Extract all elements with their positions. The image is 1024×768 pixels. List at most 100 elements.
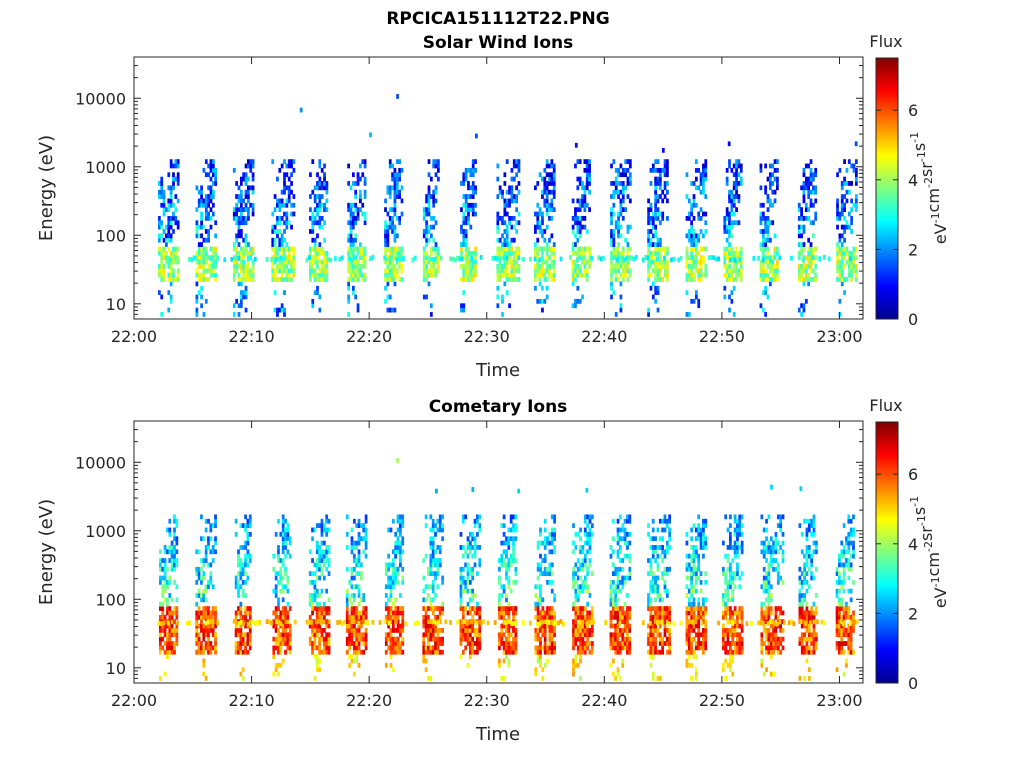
heatmap-cell (761, 233, 765, 239)
heatmap-cell (176, 259, 180, 265)
heatmap-cell (814, 185, 818, 191)
heatmap-cell (389, 610, 393, 616)
heatmap-cell (395, 194, 399, 199)
heatmap-cell (654, 272, 658, 278)
heatmap-cell (211, 268, 215, 274)
heatmap-cell (462, 290, 466, 295)
heatmap-cell (292, 259, 296, 265)
heatmap-cell (352, 645, 356, 651)
heatmap-cell (651, 641, 655, 646)
heatmap-cell (173, 527, 176, 533)
heatmap-cell (237, 641, 240, 646)
heatmap-cell (581, 623, 585, 629)
heatmap-cell (214, 172, 218, 178)
heatmap-cell (200, 514, 203, 520)
heatmap-cell (507, 527, 511, 533)
heatmap-cell (768, 202, 772, 208)
heatmap-cell (668, 531, 672, 537)
heatmap-cell (610, 285, 613, 291)
heatmap-cell (313, 185, 317, 191)
heatmap-cell (614, 601, 618, 607)
heatmap-cell (646, 255, 650, 261)
heatmap-cell (656, 632, 660, 638)
heatmap-cell (599, 256, 603, 262)
heatmap-cell (614, 220, 618, 226)
heatmap-cell (818, 256, 822, 262)
heatmap-cell (391, 566, 395, 572)
heatmap-cell (364, 628, 368, 633)
heatmap-cell (661, 649, 664, 655)
heatmap-cell (308, 579, 312, 585)
heatmap-cell (694, 176, 698, 182)
heatmap-cell (807, 163, 811, 169)
heatmap-cell (318, 566, 321, 572)
heatmap-cell (517, 268, 521, 274)
heatmap-cell (768, 198, 772, 204)
heatmap-cell (666, 163, 669, 169)
heatmap-cell (614, 264, 618, 269)
heatmap-cell (166, 606, 169, 611)
heatmap-cell (429, 553, 433, 559)
heatmap-cell (654, 606, 657, 611)
heatmap-cell (473, 593, 477, 598)
heatmap-cell (574, 571, 578, 577)
heatmap-cell (723, 264, 727, 269)
heatmap-cell (663, 272, 667, 278)
heatmap-cell (474, 264, 477, 269)
heatmap-cell (386, 277, 390, 282)
heatmap-cell (434, 523, 437, 528)
heatmap-cell (172, 202, 175, 208)
heatmap-cell (725, 272, 729, 278)
heatmap-cell (169, 220, 173, 226)
heatmap-cell (614, 312, 618, 317)
heatmap-cell (725, 181, 729, 186)
heatmap-cell (543, 268, 547, 274)
heatmap-cell (200, 272, 203, 278)
heatmap-cell (628, 575, 632, 581)
heatmap-cell (543, 527, 547, 533)
heatmap-cell (800, 224, 803, 230)
heatmap-cell (204, 549, 208, 555)
heatmap-cell (732, 163, 736, 169)
heatmap-cell (545, 181, 549, 186)
heatmap-cell (491, 256, 495, 261)
heatmap-cell (197, 575, 201, 581)
heatmap-cell (571, 215, 575, 221)
heatmap-cell (572, 641, 575, 646)
heatmap-cell (543, 540, 547, 546)
heatmap-cell (619, 514, 622, 520)
heatmap-cell (510, 194, 514, 199)
heatmap-cell (658, 623, 662, 629)
heatmap-cell (843, 181, 846, 186)
heatmap-cell (771, 172, 775, 178)
heatmap-cell (211, 272, 215, 278)
heatmap-cell (401, 641, 405, 646)
heatmap-cell (244, 189, 248, 195)
heatmap-cell (424, 658, 428, 664)
heatmap-cell (271, 268, 275, 274)
heatmap-cell (649, 250, 653, 256)
heatmap-cell (251, 264, 255, 269)
heatmap-cell (654, 233, 658, 239)
heatmap-cell (425, 233, 429, 239)
heatmap-cell (843, 194, 846, 199)
heatmap-cell (739, 250, 743, 256)
heatmap-cell (574, 610, 578, 616)
heatmap-cell (502, 558, 506, 563)
heatmap-cell (436, 614, 440, 620)
heatmap-cell (690, 233, 694, 239)
heatmap-cell (512, 163, 516, 169)
heatmap-cell (209, 571, 213, 577)
heatmap-cell (318, 194, 322, 199)
heatmap-cell (850, 264, 854, 269)
heatmap-cell (437, 163, 440, 169)
heatmap-cell (351, 246, 355, 252)
heatmap-cell (354, 233, 358, 239)
heatmap-cell (441, 610, 444, 616)
heatmap-cell (697, 185, 701, 191)
heatmap-cell (469, 224, 473, 230)
heatmap-cell (471, 614, 475, 620)
heatmap-cell (161, 628, 165, 633)
heatmap-cell (776, 159, 779, 164)
heatmap-cell (362, 536, 366, 542)
